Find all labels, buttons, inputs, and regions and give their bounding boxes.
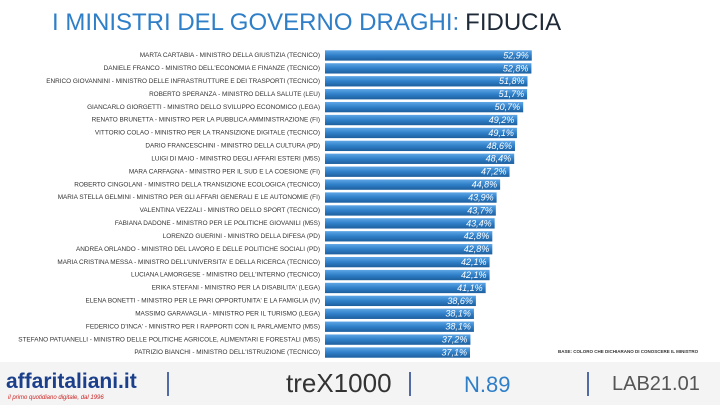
chart-title-highlight: FIDUCIA: [465, 9, 561, 36]
category-label: ENRICO GIOVANNINI - MINISTRO DELLE INFRA…: [46, 78, 320, 85]
bar: [325, 295, 476, 307]
bar: [325, 321, 474, 332]
bar: [325, 179, 501, 190]
bar: [325, 334, 471, 345]
bar: [325, 269, 490, 281]
category-label: ROBERTO CINGOLANI - MINISTRO DELLA TRANS…: [74, 181, 320, 188]
value-label: 42,8%: [464, 231, 490, 241]
category-label: MARTA CARTABIA - MINISTRO DELLA GIUSTIZI…: [140, 52, 320, 59]
bar: [325, 63, 532, 74]
category-label: PATRIZIO BIANCHI - MINISTRO DELL'ISTRUZI…: [134, 349, 320, 356]
value-label: 43,4%: [466, 218, 492, 228]
category-label: MARA CARFAGNA - MINISTRO PER IL SUD E LA…: [129, 168, 320, 175]
value-label: 52,9%: [503, 50, 529, 60]
value-label: 37,2%: [442, 335, 468, 345]
category-label: LORENZO GUERINI - MINISTRO DELLA DIFESA …: [163, 233, 320, 240]
bar: [325, 50, 532, 61]
category-label: MASSIMO GARAVAGLIA - MINISTRO PER IL TUR…: [135, 310, 320, 317]
value-label: 49,2%: [489, 115, 515, 125]
category-label: VITTORIO COLAO - MINISTRO PER LA TRANSIZ…: [95, 130, 320, 137]
value-label: 42,8%: [464, 244, 490, 254]
note: BASE: COLORO CHE DICHIARANO DI CONOSCERE…: [558, 349, 699, 354]
chart-title: I MINISTRI DEL GOVERNO DRAGHI:: [52, 9, 459, 36]
issue: N.89: [464, 372, 510, 397]
partner: treX1000: [286, 368, 392, 398]
category-label: FEDERICO D'INCA' - MINISTRO PER I RAPPOR…: [86, 323, 320, 330]
bar: [325, 127, 517, 139]
bar: [325, 347, 471, 358]
value-label: 42,1%: [461, 270, 487, 280]
bar: [325, 192, 497, 203]
bar: [325, 282, 486, 294]
footer-band: [0, 362, 720, 405]
value-label: 52,8%: [503, 63, 529, 73]
category-label: MARIA STELLA GELMINI - MINISTRO PER GLI …: [58, 194, 320, 201]
value-label: 43,7%: [467, 205, 493, 215]
category-label: GIANCARLO GIORGETTI - MINISTRO DELLO SVI…: [87, 104, 320, 111]
bar: [325, 101, 524, 113]
category-label: LUIGI DI MAIO - MINISTRO DEGLI AFFARI ES…: [151, 155, 320, 162]
bar: [325, 205, 496, 216]
bar: [325, 308, 474, 319]
value-label: 48,6%: [486, 141, 512, 151]
bar: [325, 114, 518, 126]
bar: [325, 153, 515, 164]
category-label: ERIKA STEFANI - MINISTRO PER LA DISABILI…: [152, 285, 320, 292]
tagline: il primo quotidiano digitale, dal 1996: [8, 395, 104, 401]
category-label: FABIANA DADONE - MINISTRO PER LE POLITIC…: [115, 220, 320, 227]
category-label: ELENA BONETTI - MINISTRO PER LE PARI OPP…: [85, 298, 320, 305]
category-label: VALENTINA VEZZALI - MINISTRO DELLO SPORT…: [140, 207, 320, 214]
value-label: 47,2%: [481, 167, 507, 177]
bar: [325, 218, 495, 229]
value-label: 38,6%: [447, 296, 473, 306]
value-label: 51,7%: [499, 89, 525, 99]
brand: affaritaliani.it: [6, 370, 137, 393]
value-label: 41,1%: [457, 283, 483, 293]
category-label: RENATO BRUNETTA - MINISTRO PER LA PUBBLI…: [92, 117, 320, 124]
bar: [325, 166, 510, 177]
value-label: 37,1%: [441, 347, 467, 357]
category-label: DARIO FRANCESCHINI - MINISTRO DELLA CULT…: [145, 143, 320, 150]
bar: [325, 76, 528, 87]
bar: [325, 256, 490, 268]
value-label: 38,1%: [445, 322, 471, 332]
category-label: DANIELE FRANCO - MINISTRO DELL'ECONOMIA …: [104, 65, 320, 72]
bar: [325, 231, 493, 242]
value-label: 43,9%: [468, 192, 494, 202]
value-label: 48,4%: [486, 154, 512, 164]
bar: [325, 244, 493, 255]
value-label: 38,1%: [445, 309, 471, 319]
category-label: LUCIANA LAMORGESE - MINISTRO DELL'INTERN…: [131, 272, 320, 279]
bar: [325, 89, 528, 100]
category-label: STEFANO PATUANELLI - MINISTRO DELLE POLI…: [18, 336, 320, 343]
value-label: 49,1%: [488, 128, 514, 138]
category-label: ROBERTO SPERANZA - MINISTRO DELLA SALUTE…: [149, 91, 320, 98]
value-label: 42,1%: [461, 257, 487, 267]
value-label: 50,7%: [495, 102, 521, 112]
value-label: 51,8%: [499, 76, 525, 86]
lab: LAB21.01: [612, 373, 700, 395]
bar: [325, 140, 515, 152]
value-label: 44,8%: [472, 180, 498, 190]
category-label: ANDREA ORLANDO - MINISTRO DEL LAVORO E D…: [76, 246, 320, 253]
category-label: MARIA CRISTINA MESSA - MINISTRO DELL'UNI…: [57, 259, 320, 266]
